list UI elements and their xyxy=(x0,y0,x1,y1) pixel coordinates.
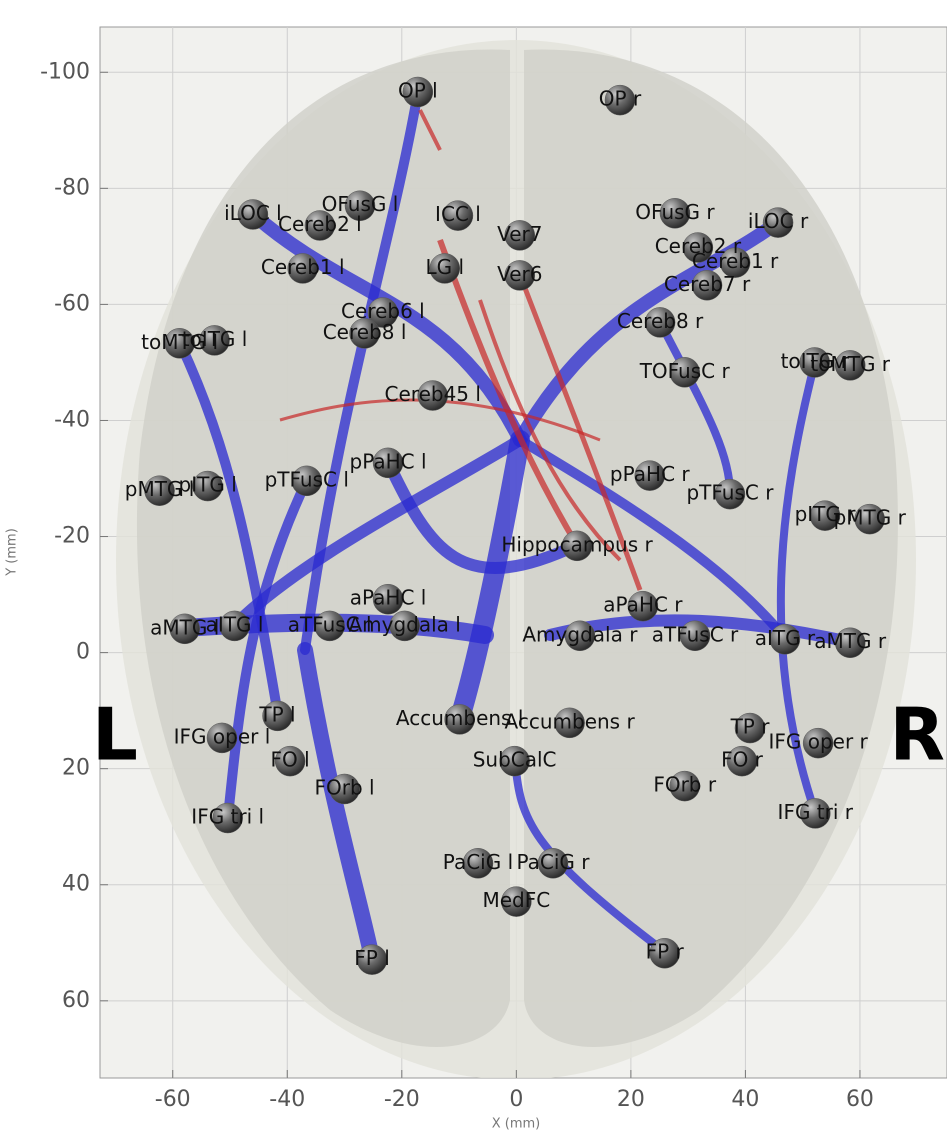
node-label: OP l xyxy=(398,78,438,102)
node-label: Amygdala l xyxy=(348,612,460,636)
node-label: FO r xyxy=(721,748,764,772)
brain-render xyxy=(116,40,916,1080)
node-label: aITG r xyxy=(755,626,816,650)
x-tick-label: 40 xyxy=(731,1087,759,1112)
right-annotation: R xyxy=(890,693,945,777)
node-label: toITG l xyxy=(182,327,248,351)
node-label: Hippocampus r xyxy=(501,532,653,556)
node-label: OP r xyxy=(599,87,642,111)
node-label: Cereb1 l xyxy=(261,255,345,279)
x-tick-label: -20 xyxy=(384,1087,420,1112)
node-label: Accumbens r xyxy=(505,709,636,733)
x-axis-label: X (mm) xyxy=(492,1117,541,1132)
node-label: pTFusC r xyxy=(686,481,774,505)
node-label: aMTG r xyxy=(814,629,887,653)
node-label: PaCiG r xyxy=(516,850,590,874)
node-label: FP l xyxy=(354,946,389,970)
x-tick-label: -60 xyxy=(155,1087,191,1112)
node-label: Cereb45 l xyxy=(385,382,481,406)
chart: OP lOP rOFusG lOFusG riLOC liLOC rCereb2… xyxy=(0,0,947,1132)
y-tick-label: -80 xyxy=(54,175,90,200)
y-tick-label: -20 xyxy=(54,524,90,549)
node-label: FOrb l xyxy=(314,775,374,799)
node-label: IFG oper r xyxy=(768,730,868,754)
x-tick-label: 20 xyxy=(617,1087,645,1112)
node-label: TP r xyxy=(730,715,771,739)
y-tick-label: -40 xyxy=(54,407,90,432)
node-label: IFG tri l xyxy=(191,805,264,829)
node-label: Ver7 xyxy=(497,222,542,246)
y-tick-label: 0 xyxy=(76,640,90,665)
node-label: pPaHC r xyxy=(610,462,690,486)
x-tick-label: -40 xyxy=(269,1087,305,1112)
node-label: FOrb r xyxy=(653,773,717,797)
node-label: pMTG l xyxy=(125,477,195,501)
node-label: TOFusC r xyxy=(639,359,731,383)
node-label: Cereb2 l xyxy=(278,212,362,236)
left-annotation: L xyxy=(92,693,138,777)
node-label: Cereb8 l xyxy=(323,320,407,344)
node-label: MedFC xyxy=(482,888,550,912)
x-tick-label: 60 xyxy=(846,1087,874,1112)
node-label: IFG oper l xyxy=(174,724,271,748)
y-tick-label: 40 xyxy=(62,872,90,897)
node-label: Cereb8 r xyxy=(617,309,704,333)
node-label: Cereb7 r xyxy=(664,272,751,296)
node-label: toMTG r xyxy=(810,352,890,376)
node-label: Cereb1 r xyxy=(692,249,779,273)
node-label: IFG tri r xyxy=(778,800,854,824)
y-tick-label: 60 xyxy=(62,988,90,1013)
y-axis-label: Y (mm) xyxy=(5,528,20,577)
y-tick-label: -60 xyxy=(54,291,90,316)
node-label: Amygdala r xyxy=(522,622,638,646)
node-label: OFusG r xyxy=(635,200,715,224)
node-label: ICC l xyxy=(435,202,481,226)
node-label: iLOC r xyxy=(748,209,809,233)
node-label: aTFusC r xyxy=(652,622,739,646)
node-label: Ver6 xyxy=(497,262,542,286)
node-label: iLOC l xyxy=(224,201,282,225)
node-label: LG l xyxy=(425,255,464,279)
node-label: aPaHC r xyxy=(603,593,683,617)
x-tick-label: 0 xyxy=(509,1087,523,1112)
node-label: PaCiG l xyxy=(443,850,513,874)
y-tick-label: -100 xyxy=(40,59,90,84)
node-label: FO l xyxy=(271,748,310,772)
node-label: SubCalC xyxy=(473,748,557,772)
y-tick-label: 20 xyxy=(62,756,90,781)
node-label: FP r xyxy=(646,940,685,964)
node-label: pMTG r xyxy=(834,506,907,530)
node-label: aPaHC l xyxy=(350,586,427,610)
node-label: pPaHC l xyxy=(350,449,427,473)
node-label: aMTG l xyxy=(150,615,219,639)
node-label: TP l xyxy=(258,702,295,726)
node-label: pTFusC l xyxy=(265,467,349,491)
